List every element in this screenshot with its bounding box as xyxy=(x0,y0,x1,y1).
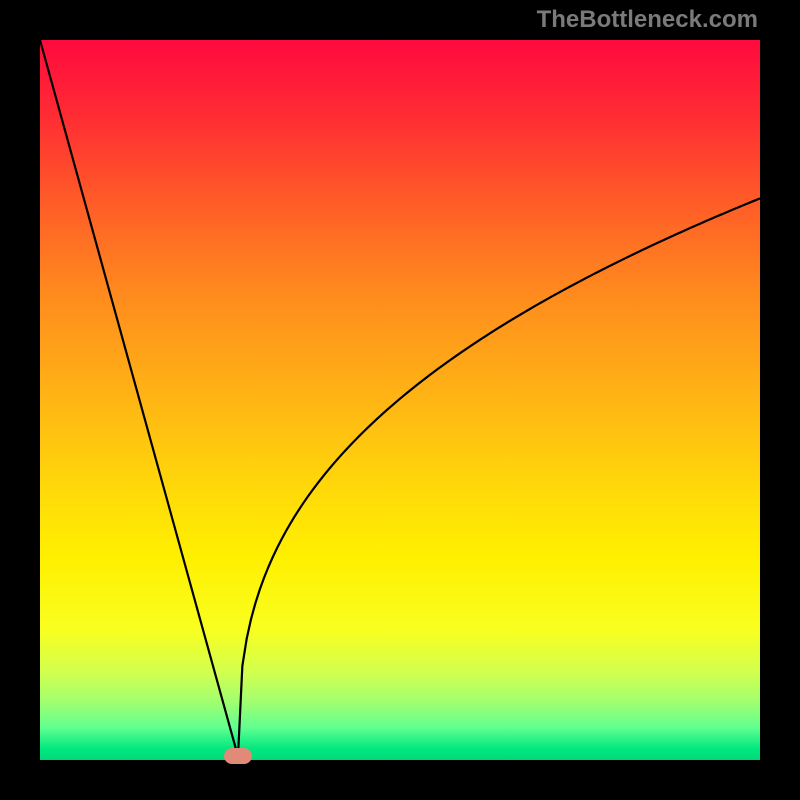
plot-area xyxy=(40,40,760,760)
chart-frame: TheBottleneck.com xyxy=(0,0,800,800)
minimum-marker xyxy=(224,748,252,764)
watermark-text: TheBottleneck.com xyxy=(537,6,758,34)
